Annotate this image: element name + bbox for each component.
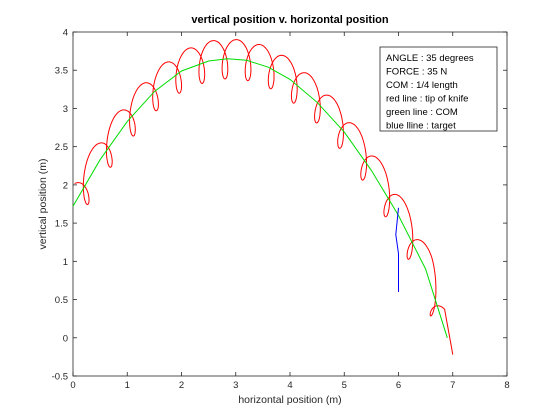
x-tick-label: 4 [287, 380, 292, 391]
legend: ANGLE : 35 degrees FORCE : 35 N COM : 1/… [379, 46, 498, 132]
y-tick-label: 3 [63, 104, 68, 115]
series-line-target [395, 207, 399, 292]
x-axis-label: horizontal position (m) [238, 394, 341, 406]
y-tick-label: 4 [63, 28, 68, 39]
y-tick-label: 0 [63, 333, 68, 344]
legend-green-line: green line : COM [386, 107, 458, 118]
x-tick-label: 0 [70, 380, 75, 391]
y-axis: -0.5 0 0.5 1 1.5 2 2.5 3 3.5 4 [52, 28, 507, 383]
x-tick-label: 2 [179, 380, 184, 391]
x-tick-label: 1 [125, 380, 130, 391]
legend-box [379, 46, 498, 132]
legend-force: FORCE : 35 N [386, 67, 447, 78]
x-tick-label: 7 [450, 380, 455, 391]
legend-red-line: red line : tip of knife [386, 94, 468, 105]
legend-blue-line: blue lline : target [386, 121, 456, 132]
y-tick-label: 3.5 [55, 66, 68, 77]
legend-angle: ANGLE : 35 degrees [386, 53, 474, 64]
x-axis: 0 1 2 3 4 5 6 7 8 [70, 32, 510, 391]
y-tick-label: 1 [63, 257, 68, 268]
series-line-com [72, 58, 448, 338]
y-tick-label: 0.5 [55, 295, 68, 306]
chart-title: vertical position v. horizontal position [191, 14, 388, 26]
y-tick-label: -0.5 [52, 372, 68, 383]
legend-com: COM : 1/4 length [386, 80, 458, 91]
y-tick-label: 1.5 [55, 219, 68, 230]
x-tick-label: 8 [504, 380, 509, 391]
x-tick-label: 6 [396, 380, 401, 391]
y-axis-label: vertical position (m) [37, 158, 49, 249]
y-tick-label: 2.5 [55, 142, 68, 153]
x-tick-label: 5 [342, 380, 347, 391]
y-tick-label: 2 [63, 180, 68, 191]
x-tick-label: 3 [233, 380, 238, 391]
